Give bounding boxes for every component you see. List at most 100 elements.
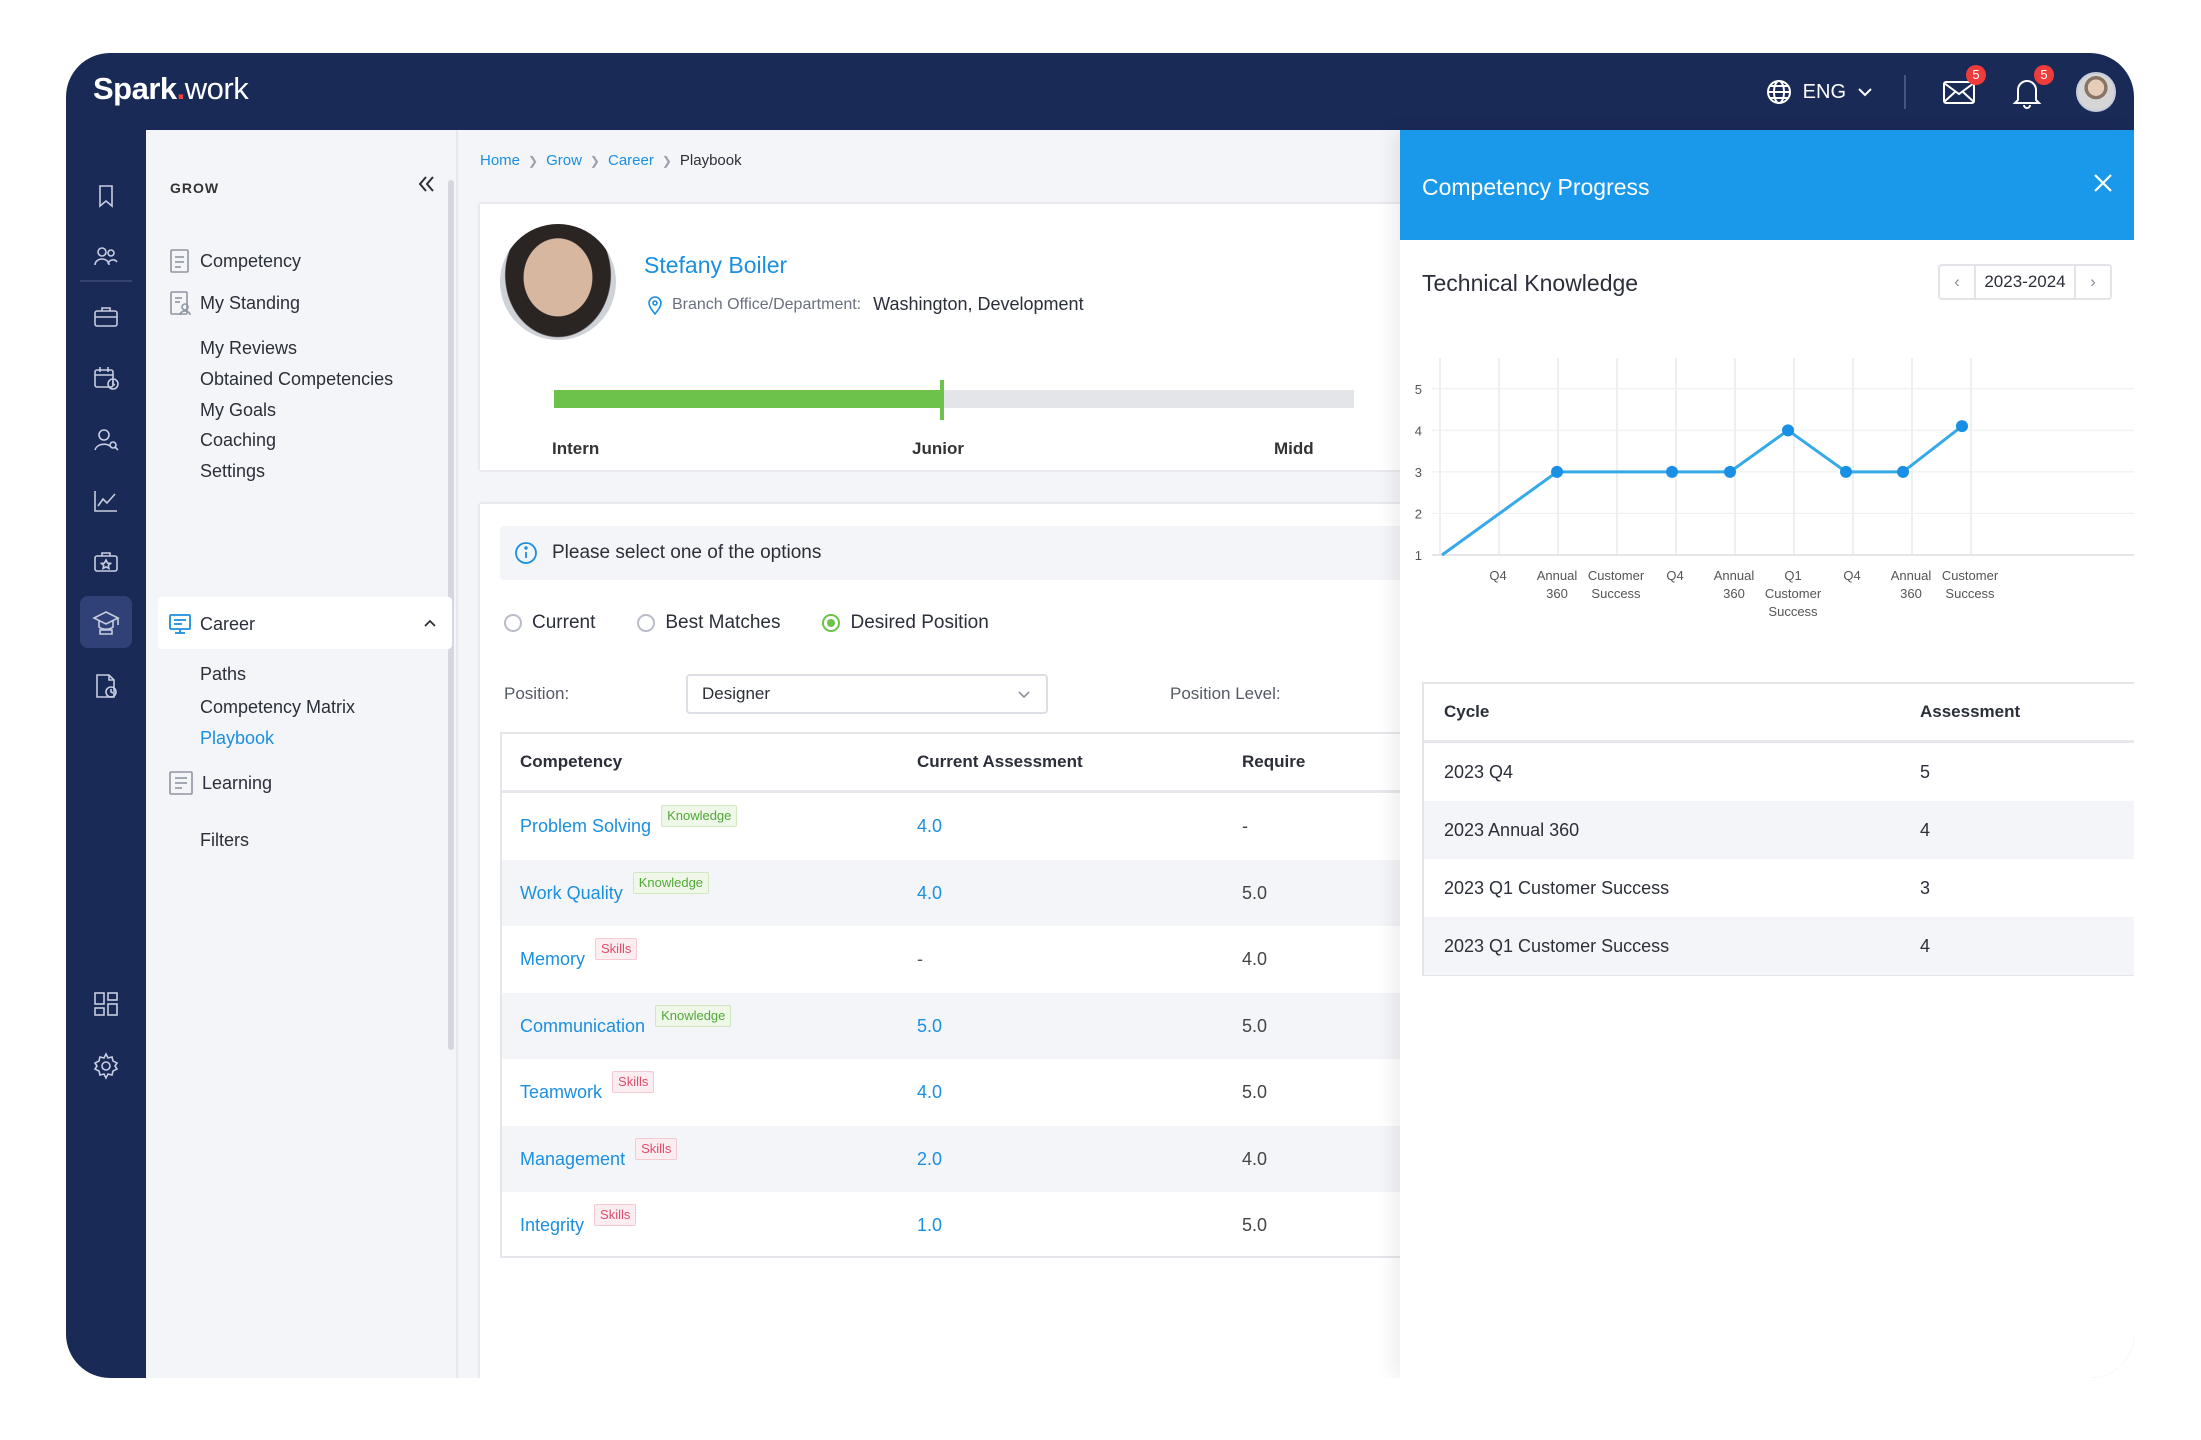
sidebar-subitem-competency-matrix[interactable]: Competency Matrix (200, 697, 356, 717)
location-pin-icon (648, 295, 662, 315)
sidebar-subitem-my-goals[interactable]: My Goals (200, 400, 277, 420)
breadcrumb-separator-icon: ❯ (528, 153, 539, 168)
sidebar-item-competency[interactable]: Competency (168, 248, 301, 274)
table-row[interactable]: Management Skills 2.0 4.0 (502, 1125, 1476, 1192)
table-row[interactable]: Memory Skills - 4.0 (502, 926, 1476, 992)
rail-button-bookmark[interactable] (80, 170, 132, 222)
table-row[interactable]: Teamwork Skills 4.0 5.0 (502, 1059, 1476, 1125)
competency-name-link[interactable]: Communication (520, 1015, 646, 1036)
radio-desired-position[interactable]: Desired Position (822, 612, 989, 634)
table-row[interactable]: Problem Solving Knowledge 4.0 - (502, 793, 1476, 859)
competency-type-tag: Skills (612, 1071, 655, 1093)
close-panel-button[interactable] (2090, 170, 2116, 201)
team-icon (94, 247, 118, 266)
competency-table: Competency Current Assessment Require Pr… (500, 732, 1476, 1258)
profile-name[interactable]: Stefany Boiler (644, 252, 788, 278)
career-progress-marker (940, 380, 944, 420)
rail-button-graduation-cap[interactable] (80, 596, 132, 648)
chevron-up-icon[interactable] (422, 616, 438, 632)
current-assessment-cell: - (917, 949, 923, 969)
y-tick-label: 2 (1415, 506, 1422, 521)
competency-type-tag: Knowledge (655, 1004, 732, 1027)
collapse-sidebar-button[interactable] (414, 172, 438, 201)
competency-name-link[interactable]: Management (520, 1148, 626, 1169)
sidebar-subitem-paths[interactable]: Paths (200, 664, 247, 684)
previous-year-button[interactable]: ‹ (1940, 266, 1976, 298)
breadcrumb-grow[interactable]: Grow (546, 152, 582, 169)
cycle-assessment: 4 (1920, 820, 1931, 840)
table-row[interactable]: Work Quality Knowledge 4.0 5.0 (502, 859, 1476, 926)
position-label: Position: (504, 684, 570, 703)
messages-button[interactable]: 5 (1940, 65, 1986, 111)
rail-button-team[interactable] (80, 230, 132, 282)
sidebar-heading: GROW (170, 180, 220, 196)
sidebar-item-my-standing[interactable]: My Standing (168, 290, 300, 316)
table-row[interactable]: Communication Knowledge 5.0 5.0 (502, 992, 1476, 1059)
sidebar-subitem-settings[interactable]: Settings (200, 461, 266, 481)
radio-current[interactable]: Current (504, 612, 595, 634)
cycle-row: 2023 Annual 360 4 (1424, 801, 2134, 859)
document-clock-icon (96, 674, 117, 698)
sidebar-item-career[interactable]: Career (168, 612, 255, 636)
current-assessment-cell[interactable]: 5.0 (917, 1015, 943, 1036)
competency-cell: Communication Knowledge (520, 993, 732, 1059)
position-select[interactable]: Designer (686, 674, 1048, 714)
x-tick-label: Customer (1942, 568, 1999, 583)
required-assessment-cell: 4.0 (1242, 1148, 1268, 1169)
next-year-button[interactable]: › (2074, 266, 2110, 298)
rail-button-settings[interactable] (80, 1040, 132, 1092)
competency-cell: Teamwork Skills (520, 1059, 655, 1125)
options-card: Please select one of the options Current… (478, 502, 1478, 1378)
sidebar-subitem-coaching[interactable]: Coaching (200, 430, 277, 450)
table-row[interactable]: Integrity Skills 1.0 5.0 (502, 1192, 1476, 1256)
current-assessment-cell[interactable]: 2.0 (917, 1148, 943, 1169)
y-tick-label: 1 (1415, 548, 1422, 563)
double-chevron-left-icon (418, 176, 434, 192)
sidebar-item-label: Competency (200, 250, 302, 271)
rail-button-calendar-clock[interactable] (80, 352, 132, 404)
sidebar-subitem-playbook[interactable]: Playbook (200, 728, 275, 748)
rail-divider (80, 280, 132, 282)
notifications-button[interactable]: 5 (2008, 65, 2054, 111)
rail-button-briefcase[interactable] (80, 290, 132, 342)
document-person-icon (170, 291, 191, 316)
current-assessment-cell[interactable]: 1.0 (917, 1215, 943, 1235)
rail-button-chart-line[interactable] (80, 475, 132, 527)
competency-name-link[interactable]: Problem Solving (520, 816, 652, 836)
rail-button-dashboard[interactable] (80, 978, 132, 1030)
radio-best-matches[interactable]: Best Matches (637, 612, 780, 634)
current-assessment-cell[interactable]: 4.0 (917, 1082, 943, 1102)
rail-button-briefcase-star[interactable] (80, 535, 132, 587)
sidebar-item-learning[interactable]: Learning (168, 770, 272, 796)
rail-button-person-search[interactable] (80, 413, 132, 465)
bell-badge: 5 (2034, 65, 2054, 85)
logo[interactable]: Spark.work (93, 71, 249, 106)
rail-button-document-clock[interactable] (80, 660, 132, 712)
breadcrumb-career[interactable]: Career (607, 152, 654, 169)
level-middle: Midd (1274, 439, 1314, 458)
chart-data-point (1782, 424, 1794, 437)
sidebar-subitem-obtained-competencies[interactable]: Obtained Competencies (200, 369, 394, 389)
sidebar-subitem-my-reviews[interactable]: My Reviews (200, 338, 298, 358)
radio-label: Current (532, 612, 596, 633)
x-tick-label: 360 (1723, 586, 1745, 601)
column-header-cycle: Cycle (1444, 702, 1490, 721)
competency-name-link[interactable]: Teamwork (520, 1082, 603, 1102)
language-selector[interactable]: ENG (1765, 78, 1874, 106)
briefcase-icon (94, 307, 118, 327)
column-header-competency: Competency (520, 752, 623, 771)
competency-name-link[interactable]: Integrity (520, 1215, 585, 1235)
user-avatar[interactable] (2076, 72, 2116, 112)
sidebar-subitem-filters[interactable]: Filters (200, 830, 249, 850)
radio-circle (504, 614, 522, 632)
competency-type-tag: Skills (595, 938, 638, 960)
cycle-row: 2023 Q1 Customer Success 3 (1424, 859, 2134, 917)
required-assessment-cell: 5.0 (1242, 1015, 1268, 1036)
x-tick-label: Annual (1891, 568, 1932, 583)
current-assessment-cell[interactable]: 4.0 (917, 816, 943, 836)
competency-name-link[interactable]: Work Quality (520, 882, 623, 903)
breadcrumb-home[interactable]: Home (480, 152, 521, 169)
competency-cell: Memory Skills (520, 926, 638, 992)
competency-name-link[interactable]: Memory (520, 949, 586, 969)
current-assessment-cell[interactable]: 4.0 (917, 882, 943, 903)
